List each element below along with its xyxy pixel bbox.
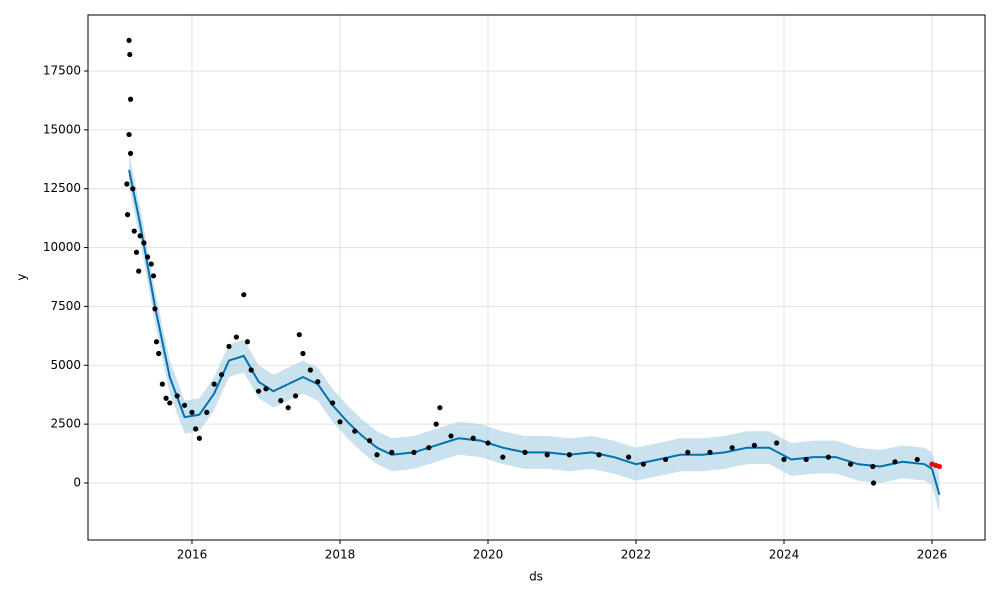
data-point bbox=[124, 181, 130, 187]
data-point bbox=[218, 372, 225, 378]
y-tick-label: 12500 bbox=[43, 181, 81, 195]
data-point bbox=[774, 440, 780, 446]
x-tick-label: 2024 bbox=[769, 548, 800, 562]
data-point bbox=[292, 393, 299, 399]
data-point bbox=[244, 339, 251, 345]
data-point bbox=[426, 445, 432, 451]
y-axis-label: y bbox=[15, 273, 29, 280]
data-point bbox=[781, 456, 787, 463]
y-tick-label: 7500 bbox=[50, 299, 81, 313]
data-point bbox=[211, 381, 217, 387]
data-point bbox=[803, 456, 809, 463]
uncertainty-band bbox=[129, 153, 940, 514]
data-point bbox=[152, 306, 158, 312]
y-tick-label: 0 bbox=[73, 476, 81, 490]
data-point bbox=[892, 459, 898, 465]
data-point bbox=[131, 228, 137, 234]
data-point bbox=[329, 400, 336, 406]
data-point bbox=[300, 350, 306, 357]
data-point bbox=[640, 461, 646, 467]
data-point bbox=[914, 456, 920, 463]
data-point bbox=[566, 452, 572, 458]
data-point bbox=[226, 343, 232, 350]
data-point bbox=[137, 233, 143, 239]
data-point bbox=[307, 367, 313, 373]
data-point bbox=[181, 402, 188, 408]
data-point bbox=[263, 386, 269, 392]
data-point bbox=[470, 435, 476, 441]
data-point bbox=[315, 379, 321, 385]
y-tick-label: 5000 bbox=[50, 358, 81, 372]
data-point bbox=[126, 131, 132, 138]
data-point bbox=[500, 454, 506, 460]
data-point bbox=[130, 186, 136, 192]
data-point bbox=[127, 96, 134, 102]
data-point bbox=[163, 395, 169, 401]
y-tick-label: 15000 bbox=[43, 122, 81, 136]
data-point bbox=[278, 398, 284, 404]
data-point bbox=[148, 261, 154, 267]
x-axis-label: ds bbox=[529, 570, 543, 584]
x-tick-label: 2022 bbox=[621, 548, 652, 562]
data-point bbox=[241, 292, 247, 298]
data-point bbox=[167, 400, 173, 406]
data-point bbox=[374, 452, 380, 458]
data-point bbox=[707, 449, 713, 455]
data-point bbox=[159, 381, 165, 387]
data-point bbox=[848, 461, 854, 467]
data-point bbox=[126, 37, 132, 44]
data-point bbox=[337, 419, 343, 425]
data-point bbox=[127, 51, 133, 58]
data-point bbox=[124, 212, 131, 218]
plot-frame bbox=[87, 14, 986, 541]
data-point bbox=[352, 428, 358, 434]
data-point bbox=[751, 442, 758, 448]
data-point bbox=[136, 268, 142, 274]
y-tick-label: 17500 bbox=[43, 64, 81, 78]
data-point bbox=[174, 393, 180, 399]
data-point bbox=[625, 454, 632, 460]
data-point bbox=[389, 449, 395, 455]
y-tick-label: 10000 bbox=[43, 240, 81, 254]
data-point bbox=[596, 452, 602, 458]
data-point bbox=[729, 445, 735, 451]
data-point bbox=[870, 480, 877, 486]
data-point bbox=[825, 454, 832, 460]
data-point bbox=[144, 254, 151, 260]
data-point bbox=[255, 388, 262, 394]
data-point bbox=[685, 449, 691, 455]
x-tick-label: 2018 bbox=[325, 548, 356, 562]
y-tick-label: 2500 bbox=[50, 417, 81, 431]
data-point bbox=[285, 405, 291, 411]
data-point bbox=[448, 433, 454, 439]
data-point bbox=[233, 334, 239, 340]
x-tick-label: 2016 bbox=[177, 548, 208, 562]
data-point bbox=[193, 426, 199, 432]
data-point bbox=[522, 449, 528, 455]
data-point bbox=[485, 440, 491, 446]
data-point bbox=[153, 339, 160, 345]
x-tick-label: 2026 bbox=[917, 548, 948, 562]
data-point bbox=[544, 452, 550, 458]
data-point bbox=[366, 438, 373, 444]
data-point bbox=[133, 249, 140, 255]
data-point bbox=[127, 150, 134, 157]
data-point bbox=[196, 435, 202, 441]
data-point bbox=[296, 332, 302, 338]
x-tick-label: 2020 bbox=[473, 548, 504, 562]
data-point bbox=[437, 405, 443, 411]
data-point bbox=[189, 409, 195, 415]
data-point bbox=[936, 463, 943, 470]
data-point bbox=[433, 421, 439, 427]
data-point bbox=[150, 273, 157, 279]
data-point bbox=[870, 463, 876, 470]
data-point bbox=[662, 456, 669, 463]
data-point bbox=[156, 350, 162, 357]
data-point bbox=[141, 240, 147, 246]
data-point bbox=[204, 409, 210, 415]
data-point bbox=[248, 367, 254, 373]
data-point bbox=[411, 449, 417, 455]
